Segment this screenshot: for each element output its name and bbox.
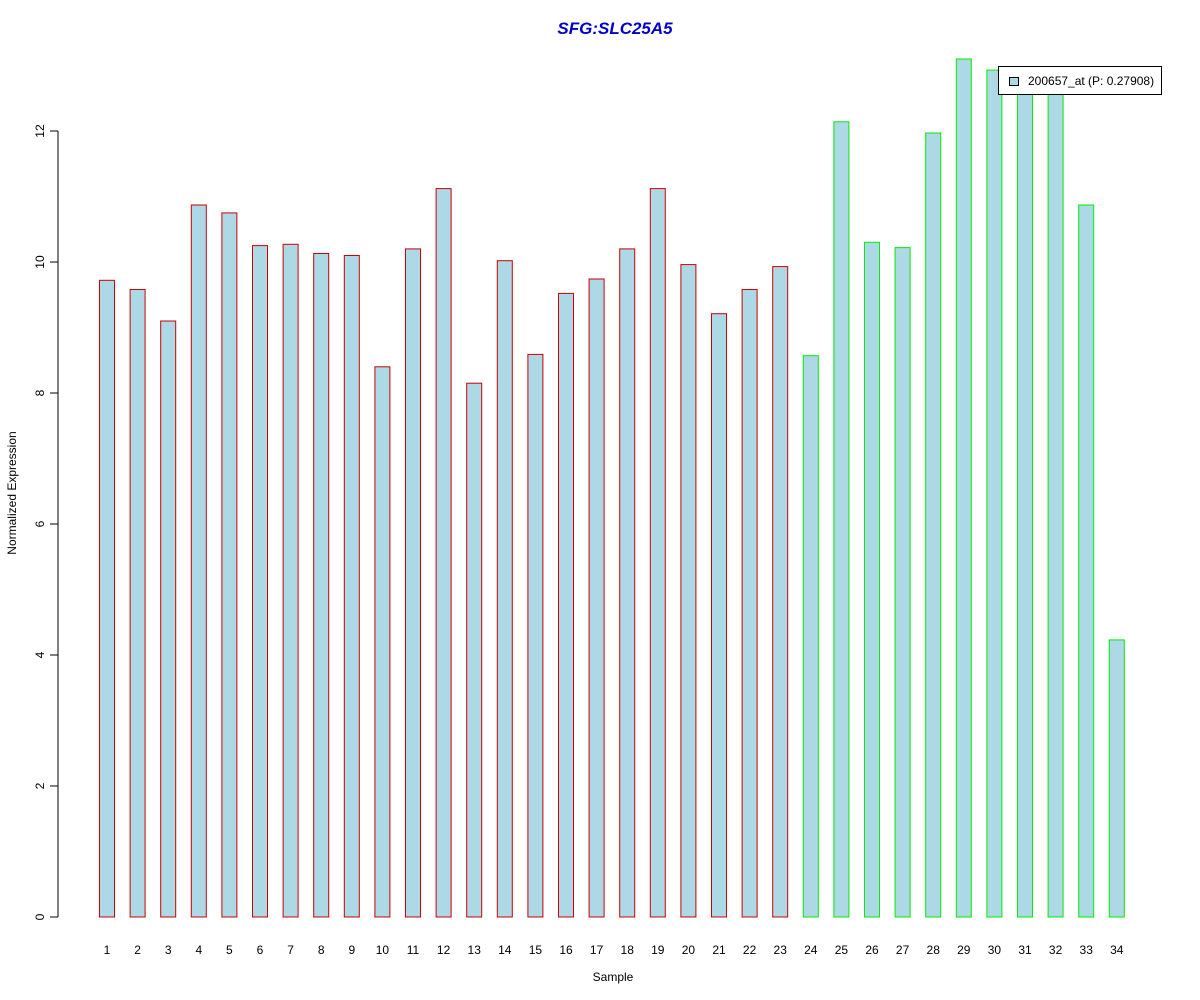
- bar-sample-31: [1017, 84, 1033, 918]
- bar-sample-1: [99, 279, 115, 918]
- x-axis-tick-label: 3: [165, 943, 172, 957]
- x-axis-tick-label: 17: [590, 943, 604, 957]
- bar-sample-2: [129, 289, 146, 918]
- y-axis-tick-label: 12: [33, 124, 47, 138]
- bar-sample-34: [1108, 639, 1125, 918]
- x-axis-tick-label: 19: [651, 943, 665, 957]
- x-axis-tick-label: 20: [682, 943, 696, 957]
- bar-sample-20: [680, 264, 697, 918]
- x-axis-tick-label: 7: [287, 943, 294, 957]
- x-axis-tick-label: 6: [257, 943, 264, 957]
- y-axis-tick-label: 2: [33, 782, 47, 789]
- y-axis-tick-label: 10: [33, 255, 47, 269]
- y-axis-tick-label: 8: [33, 389, 47, 396]
- bar-sample-18: [619, 248, 636, 918]
- x-axis-tick-label: 33: [1080, 943, 1094, 957]
- x-axis-tick-label: 28: [927, 943, 941, 957]
- legend-label: 200657_at (P: 0.27908): [1028, 74, 1155, 88]
- bar-sample-29: [955, 58, 972, 918]
- bar-sample-3: [160, 320, 177, 918]
- y-axis-tick-label: 4: [33, 651, 47, 658]
- bar-sample-12: [435, 188, 452, 918]
- x-axis-tick-labels: 1 2 3 4 5 6 7 8 9 10 11 12 13 14 15 16 17 18 19 20 21 22 23 24 2…: [104, 943, 1124, 957]
- x-axis-tick-label: 18: [621, 943, 635, 957]
- x-axis-tick-label: 2: [134, 943, 141, 957]
- bar-sample-32: [1047, 71, 1064, 918]
- bar-sample-4: [190, 204, 207, 918]
- x-axis-tick-label: 4: [195, 943, 202, 957]
- x-axis-tick-label: 22: [743, 943, 757, 957]
- legend-swatch: [1009, 77, 1019, 86]
- x-axis-tick-label: 31: [1018, 943, 1032, 957]
- x-axis-tick-label: 14: [498, 943, 512, 957]
- bar-sample-25: [833, 121, 850, 918]
- x-axis-tick-label: 27: [896, 943, 910, 957]
- x-axis-tick-label: 1: [104, 943, 111, 957]
- x-axis-tick-label: 30: [988, 943, 1002, 957]
- chart-title: SFG:SLC25A5: [557, 19, 673, 38]
- x-axis-tick-label: 15: [529, 943, 543, 957]
- bar-sample-14: [496, 260, 513, 918]
- bar-sample-9: [343, 255, 360, 918]
- x-axis-tick-label: 16: [559, 943, 573, 957]
- x-axis-label: Sample: [592, 970, 634, 984]
- bar-sample-21: [711, 313, 727, 918]
- bar-sample-7: [282, 243, 299, 918]
- bar-sample-8: [313, 253, 330, 918]
- x-axis-tick-label: 13: [468, 943, 482, 957]
- x-axis-tick-label: 10: [376, 943, 390, 957]
- y-axis-tick-label: 0: [33, 913, 47, 920]
- x-axis-tick-label: 29: [957, 943, 971, 957]
- bar-sample-26: [864, 241, 880, 918]
- bar-sample-19: [649, 188, 666, 918]
- y-axis: 0 2 4 6 8 10 12: [33, 124, 59, 920]
- bar-sample-11: [405, 248, 421, 918]
- x-axis-tick-label: 5: [226, 943, 233, 957]
- y-axis-tick-label: 6: [33, 520, 47, 527]
- bar-sample-15: [527, 353, 544, 918]
- bar-series: [99, 58, 1125, 918]
- bar-sample-33: [1078, 204, 1095, 918]
- bar-sample-22: [741, 289, 758, 918]
- bar-sample-6: [252, 245, 268, 918]
- x-axis-tick-label: 25: [835, 943, 849, 957]
- x-axis-tick-label: 24: [804, 943, 818, 957]
- legend: 200657_at (P: 0.27908): [998, 66, 1162, 95]
- bar-sample-23: [772, 266, 789, 918]
- bar-sample-24: [802, 355, 819, 918]
- y-axis-label: Normalized Expression: [5, 431, 19, 555]
- x-axis-tick-label: 21: [712, 943, 726, 957]
- x-axis-tick-label: 12: [437, 943, 451, 957]
- bar-sample-30: [986, 69, 1003, 918]
- bar-sample-27: [894, 247, 911, 918]
- x-axis-tick-label: 23: [774, 943, 788, 957]
- bar-sample-5: [221, 212, 238, 918]
- x-axis-tick-label: 11: [407, 943, 420, 957]
- x-axis-tick-label: 8: [318, 943, 325, 957]
- bar-sample-10: [374, 366, 391, 918]
- x-axis-tick-label: 32: [1049, 943, 1063, 957]
- bar-sample-17: [588, 278, 605, 918]
- bar-sample-16: [558, 292, 574, 918]
- bar-sample-13: [466, 382, 483, 918]
- x-axis-tick-label: 34: [1110, 943, 1124, 957]
- x-axis-tick-label: 9: [348, 943, 355, 957]
- bar-sample-28: [925, 132, 942, 918]
- x-axis-tick-label: 26: [865, 943, 879, 957]
